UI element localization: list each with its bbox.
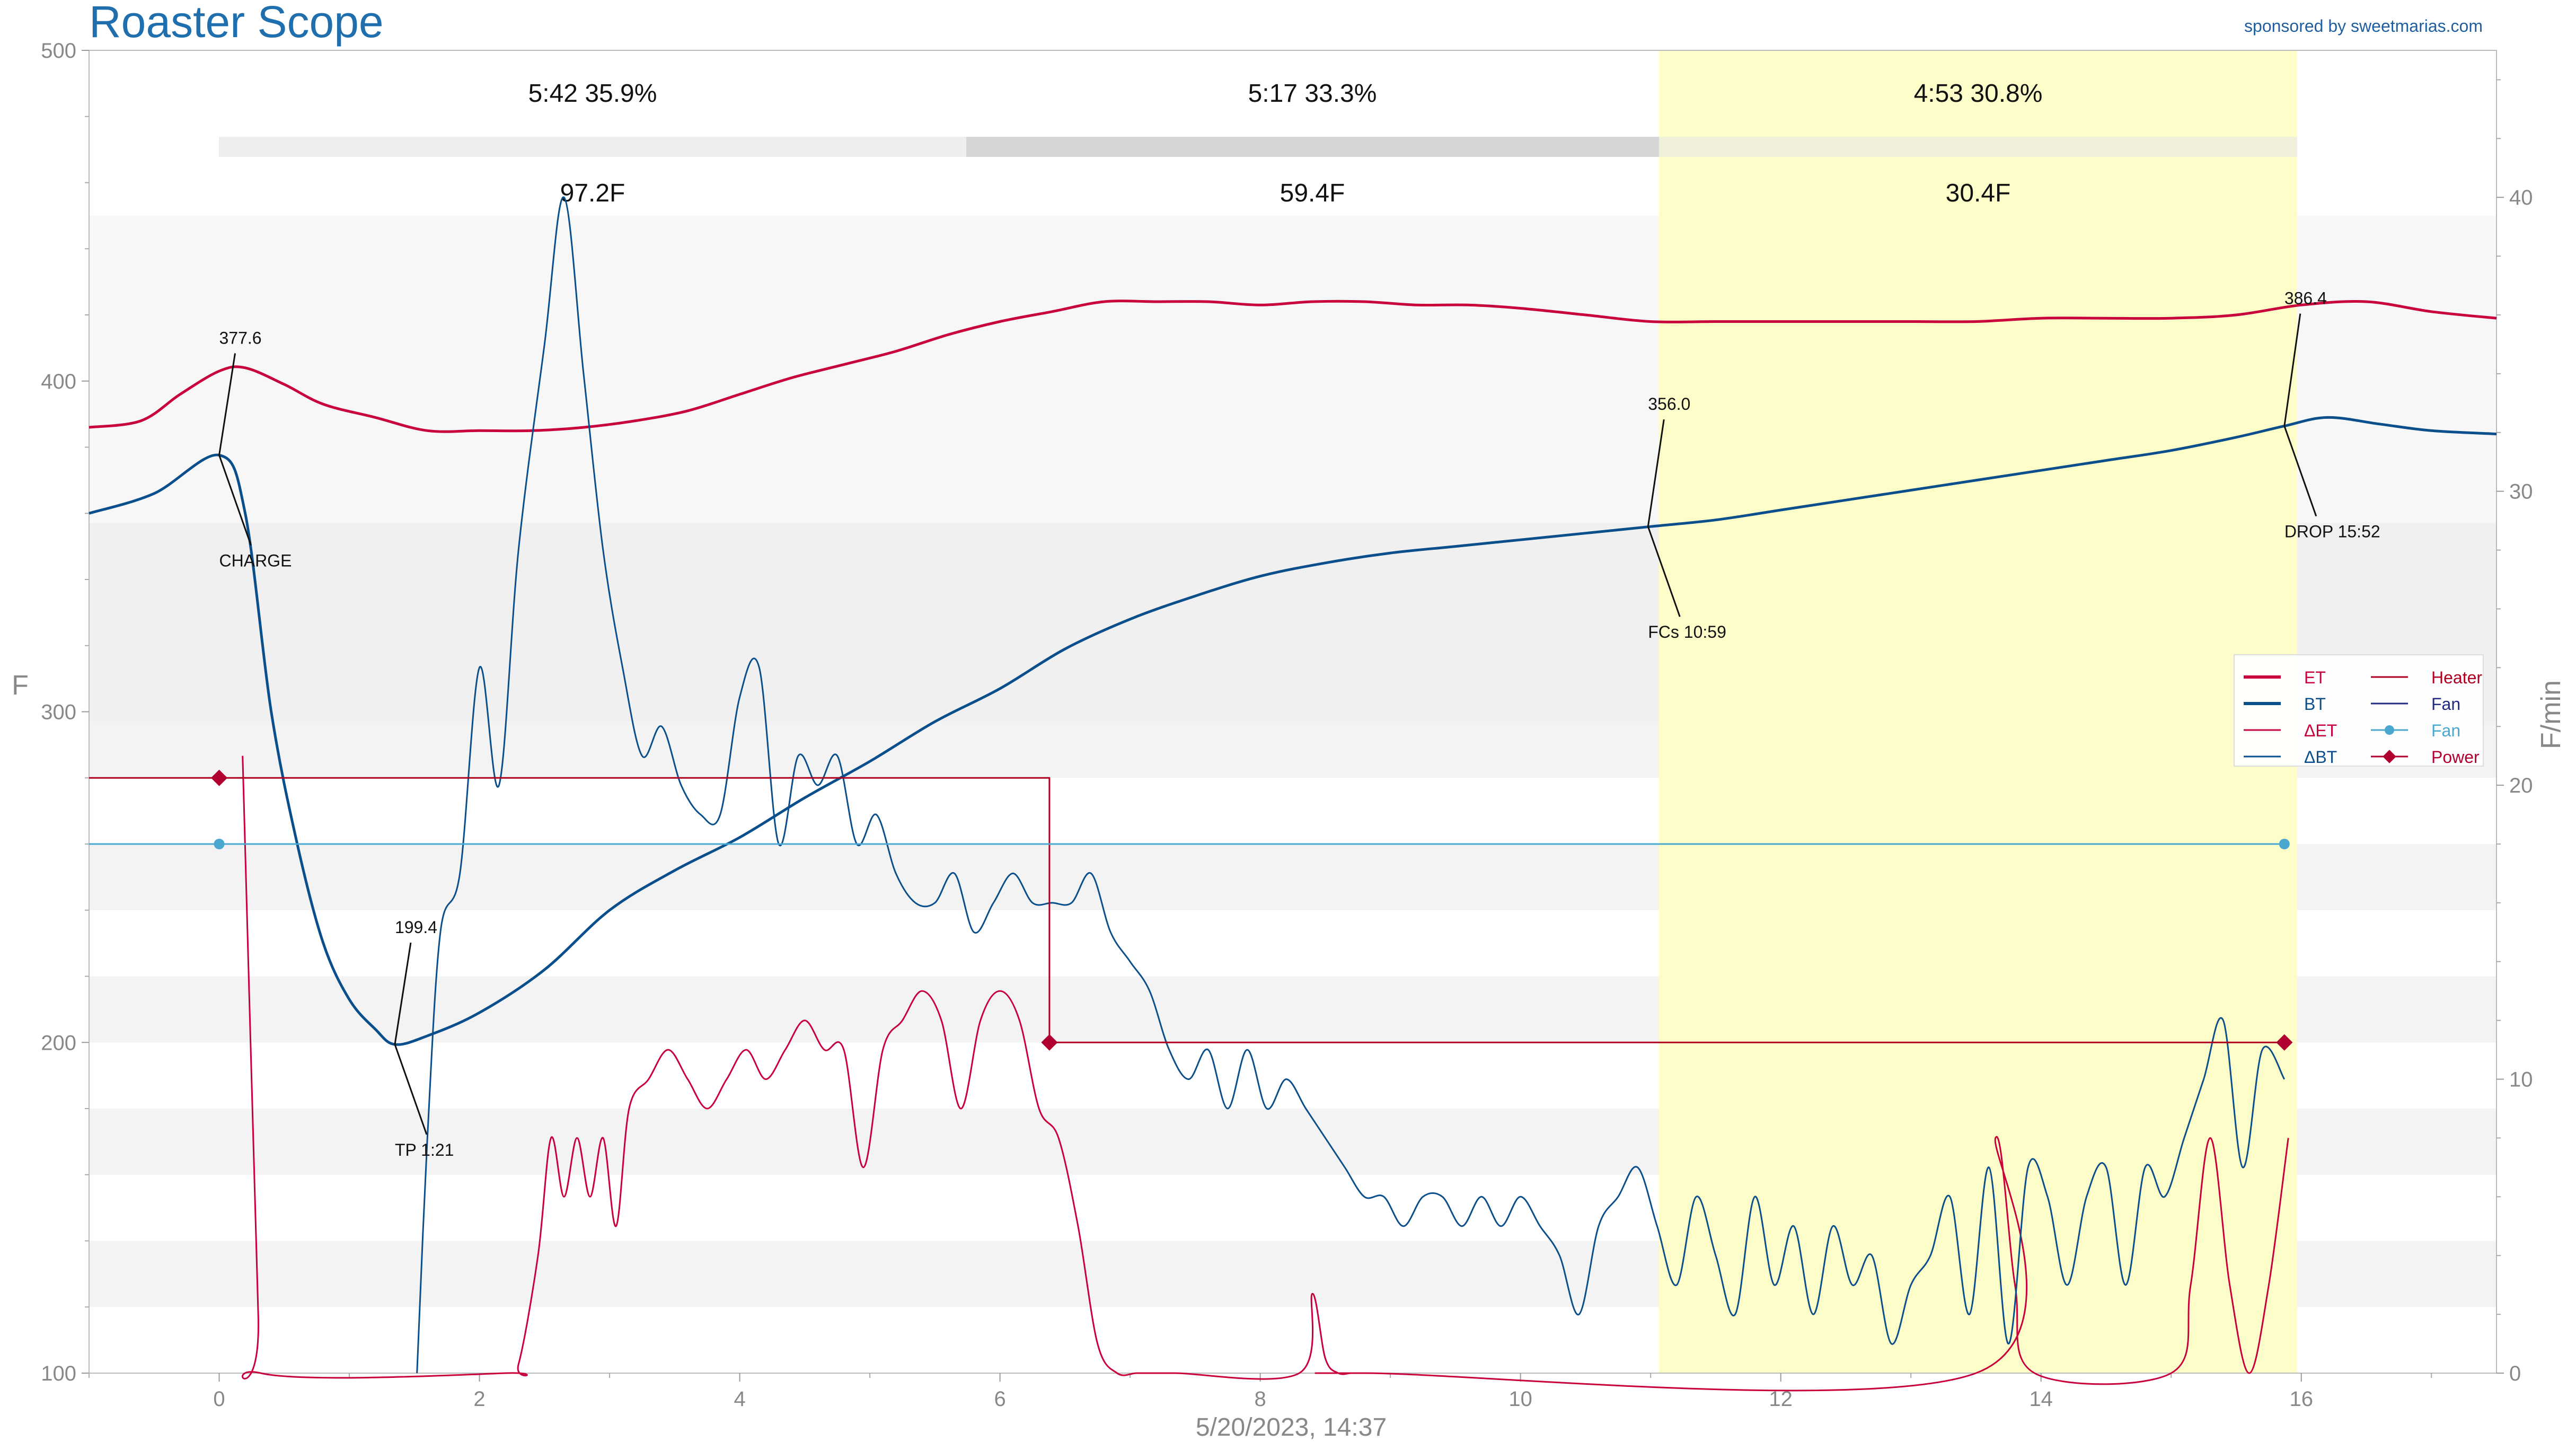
legend: ET BT ΔET ΔBT Heater Fan Fan Power <box>2234 654 2484 767</box>
phase-bar-drying <box>219 137 966 157</box>
y2-axis-label: F/min <box>2536 680 2566 749</box>
legend-label: Heater <box>2431 668 2482 687</box>
legend-label: ΔBT <box>2304 748 2337 767</box>
x-tick-label: 0 <box>213 1387 225 1411</box>
sponsor-link[interactable]: sponsored by sweetmarias.com <box>2244 16 2483 36</box>
phase-drying-delta: 97.2F <box>560 179 625 207</box>
y-tick-label: 300 <box>41 701 76 724</box>
heater-line <box>89 777 2284 1043</box>
annotation-value: 356.0 <box>1648 394 1690 414</box>
legend-marker <box>2385 725 2394 735</box>
fan-marker <box>214 839 225 849</box>
x-tick-label: 10 <box>1508 1387 1532 1411</box>
annotation-value: 386.4 <box>2284 289 2327 308</box>
annotations: 377.6 CHARGE 199.4 TP 1:21 356.0 FCs 10:59 386… <box>218 289 2380 1159</box>
y2-tick-label: 0 <box>2509 1362 2521 1385</box>
legend-box <box>2234 654 2484 767</box>
delta-et-line <box>242 755 2289 1392</box>
annotation-label: TP 1:21 <box>395 1140 454 1159</box>
app-title: Roaster Scope <box>89 0 384 47</box>
y2-tick-label: 10 <box>2509 1068 2533 1092</box>
x-tick-label: 6 <box>994 1387 1005 1411</box>
y2-tick-label: 40 <box>2509 186 2533 209</box>
y-axis-label: F <box>12 670 29 701</box>
delta-bt-line <box>416 196 2286 1374</box>
legend-label: Power <box>2431 748 2480 767</box>
development-phase-highlight <box>1659 50 2297 1373</box>
annotation-leader <box>218 454 252 546</box>
y2-tick-label: 20 <box>2509 774 2533 797</box>
y2-tick-label: 30 <box>2509 480 2533 504</box>
fan-marker <box>2279 839 2290 849</box>
legend-label: BT <box>2304 695 2326 714</box>
y-tick-label: 200 <box>41 1031 76 1054</box>
annotation-value: 377.6 <box>219 328 262 347</box>
annotation-leader <box>2283 426 2317 517</box>
annotation-leader <box>1647 419 1665 527</box>
phase-development-label: 4:53 30.8% <box>1914 80 2043 108</box>
x-tick-label: 16 <box>2289 1387 2313 1411</box>
annotation-leader <box>1647 526 1681 617</box>
bt-line <box>89 416 2497 1046</box>
annotation-leader <box>394 1044 428 1135</box>
y-tick-label: 500 <box>41 39 76 63</box>
annotation-value: 199.4 <box>395 918 437 937</box>
phase-bar-maillard <box>966 137 1659 157</box>
power-marker <box>210 769 228 786</box>
x-axis-label: 5/20/2023, 14:37 <box>1196 1413 1387 1442</box>
x-tick-label: 14 <box>2029 1387 2053 1411</box>
legend-marker <box>2383 750 2396 763</box>
y-tick-label: 400 <box>41 370 76 393</box>
annotation-label: CHARGE <box>219 551 292 570</box>
power-marker <box>1041 1034 1058 1051</box>
et-line <box>89 300 2497 433</box>
series-group <box>89 196 2497 1392</box>
legend-label: Fan <box>2431 721 2460 740</box>
x-tick-label: 8 <box>1254 1387 1266 1411</box>
x-tick-label: 12 <box>1769 1387 1793 1411</box>
phase-maillard-delta: 59.4F <box>1280 179 1345 207</box>
legend-label: ΔET <box>2304 721 2337 740</box>
annotation-label: FCs 10:59 <box>1648 622 1726 641</box>
annotation-leader <box>394 942 412 1045</box>
phase-development-delta: 30.4F <box>1946 179 2011 207</box>
phase-maillard-label: 5:17 33.3% <box>1248 80 1377 108</box>
x-tick-label: 4 <box>734 1387 745 1411</box>
x-tick-label: 2 <box>473 1387 485 1411</box>
annotation-label: DROP 15:52 <box>2284 522 2380 541</box>
phase-drying-label: 5:42 35.9% <box>528 80 657 108</box>
annotation-leader <box>218 353 236 455</box>
legend-label: ET <box>2304 668 2326 687</box>
phase-bar-development <box>1659 137 2297 157</box>
legend-label: Fan <box>2431 695 2460 714</box>
y-tick-label: 100 <box>41 1362 76 1385</box>
annotation-leader <box>2283 313 2301 426</box>
